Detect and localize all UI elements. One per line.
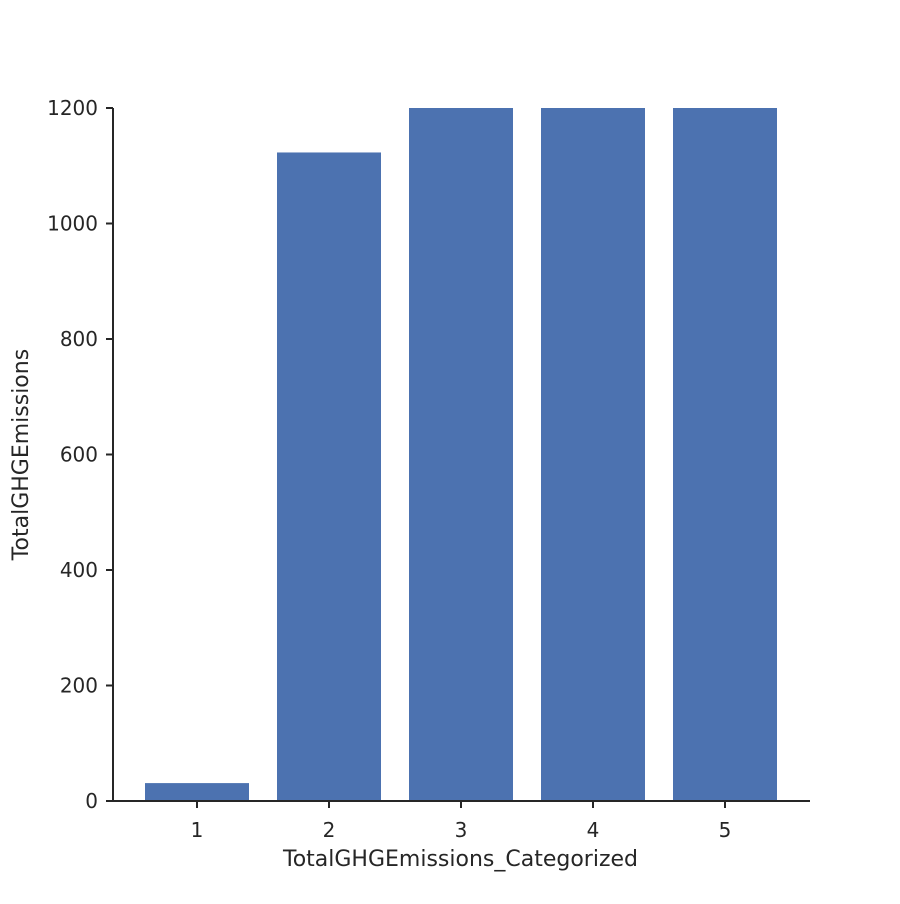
bar-3 bbox=[409, 108, 513, 801]
x-axis-ticks: 1 2 3 4 5 bbox=[191, 801, 732, 842]
bar-1 bbox=[145, 783, 249, 801]
x-tick-label-2: 2 bbox=[323, 818, 336, 842]
y-axis-ticks: 0 200 400 600 800 1000 1200 bbox=[47, 96, 113, 813]
x-axis-title: TotalGHGEmissions_Categorized bbox=[282, 847, 638, 872]
bar-4 bbox=[541, 108, 645, 801]
x-tick-label-4: 4 bbox=[587, 818, 600, 842]
y-tick-label-1000: 1000 bbox=[47, 212, 98, 236]
bar-5 bbox=[673, 108, 777, 801]
bars-group bbox=[145, 108, 777, 801]
y-tick-label-400: 400 bbox=[60, 558, 98, 582]
x-tick-label-1: 1 bbox=[191, 818, 204, 842]
y-tick-label-0: 0 bbox=[85, 789, 98, 813]
x-tick-label-5: 5 bbox=[719, 818, 732, 842]
bar-2 bbox=[277, 152, 381, 801]
y-axis-title: TotalGHGEmissions bbox=[9, 349, 34, 561]
y-tick-label-1200: 1200 bbox=[47, 96, 98, 120]
x-tick-label-3: 3 bbox=[455, 818, 468, 842]
y-tick-label-800: 800 bbox=[60, 327, 98, 351]
y-tick-label-200: 200 bbox=[60, 674, 98, 698]
y-tick-label-600: 600 bbox=[60, 443, 98, 467]
